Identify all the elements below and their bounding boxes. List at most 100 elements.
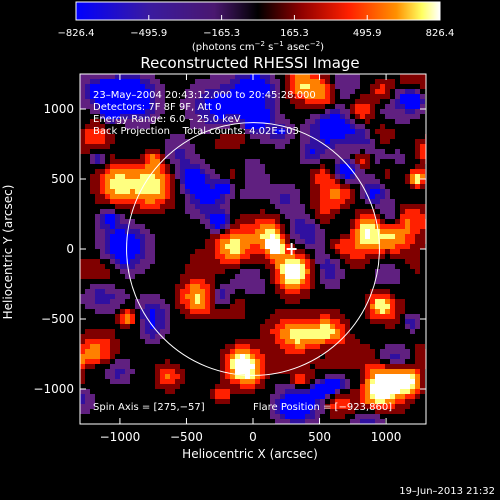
heatmap-cell	[80, 319, 85, 324]
heatmap-cell	[400, 224, 405, 229]
heatmap-cell	[220, 284, 225, 289]
heatmap-cell	[350, 109, 355, 114]
heatmap-cell	[180, 339, 185, 344]
heatmap-cell	[200, 194, 205, 199]
heatmap-cell	[355, 99, 360, 104]
heatmap-cell	[95, 104, 100, 109]
heatmap-cell	[100, 319, 105, 324]
heatmap-cell	[205, 279, 210, 284]
heatmap-cell	[245, 229, 250, 234]
heatmap-cell	[105, 289, 110, 294]
heatmap-cell	[220, 74, 225, 79]
heatmap-cell	[160, 259, 165, 264]
heatmap-cell	[235, 239, 240, 244]
heatmap-cell	[155, 254, 160, 259]
heatmap-cell	[405, 304, 410, 309]
heatmap-cell	[185, 334, 190, 339]
heatmap-cell	[410, 359, 415, 364]
heatmap-cell	[275, 114, 280, 119]
heatmap-cell	[280, 149, 285, 154]
heatmap-cell	[160, 189, 165, 194]
heatmap-cell	[310, 239, 315, 244]
heatmap-cell	[400, 184, 405, 189]
heatmap-cell	[415, 394, 420, 399]
heatmap-cell	[295, 384, 300, 389]
heatmap-cell	[405, 239, 410, 244]
heatmap-cell	[250, 124, 255, 129]
heatmap-cell	[400, 144, 405, 149]
heatmap-cell	[310, 319, 315, 324]
heatmap-cell	[150, 269, 155, 274]
heatmap-cell	[270, 169, 275, 174]
heatmap-cell	[270, 384, 275, 389]
heatmap-cell	[240, 154, 245, 159]
heatmap-cell	[300, 249, 305, 254]
heatmap-cell	[390, 79, 395, 84]
heatmap-cell	[295, 219, 300, 224]
heatmap-cell	[315, 284, 320, 289]
heatmap-cell	[420, 329, 425, 334]
heatmap-cell	[395, 289, 400, 294]
heatmap-cell	[410, 379, 415, 384]
heatmap-cell	[370, 244, 375, 249]
heatmap-cell	[190, 219, 195, 224]
heatmap-cell	[420, 234, 425, 239]
heatmap-cell	[335, 369, 340, 374]
heatmap-cell	[385, 314, 390, 319]
heatmap-cell	[80, 254, 85, 259]
heatmap-cell	[330, 104, 335, 109]
heatmap-cell	[225, 314, 230, 319]
heatmap-cell	[180, 374, 185, 379]
heatmap-cell	[280, 159, 285, 164]
heatmap-cell	[300, 334, 305, 339]
heatmap-cell	[85, 294, 90, 299]
heatmap-cell	[85, 304, 90, 309]
heatmap-cell	[420, 264, 425, 269]
heatmap-cell	[225, 379, 230, 384]
heatmap-cell	[140, 314, 145, 319]
heatmap-cell	[280, 404, 285, 409]
heatmap-cell	[90, 419, 95, 424]
heatmap-cell	[380, 409, 385, 414]
heatmap-cell	[375, 119, 380, 124]
heatmap-cell	[325, 159, 330, 164]
heatmap-cell	[230, 364, 235, 369]
heatmap-cell	[265, 369, 270, 374]
heatmap-cell	[165, 264, 170, 269]
heatmap-cell	[180, 259, 185, 264]
heatmap-cell	[305, 79, 310, 84]
heatmap-cell	[190, 319, 195, 324]
heatmap-cell	[380, 304, 385, 309]
heatmap-cell	[270, 419, 275, 424]
heatmap-cell	[335, 234, 340, 239]
heatmap-cell	[130, 179, 135, 184]
heatmap-cell	[255, 399, 260, 404]
heatmap-cell	[380, 129, 385, 134]
heatmap-cell	[200, 134, 205, 139]
heatmap-cell	[205, 134, 210, 139]
heatmap-cell	[330, 389, 335, 394]
heatmap-cell	[220, 214, 225, 219]
heatmap-cell	[270, 159, 275, 164]
heatmap-cell	[130, 364, 135, 369]
heatmap-cell	[100, 409, 105, 414]
heatmap-cell	[210, 319, 215, 324]
heatmap-cell	[205, 404, 210, 409]
heatmap-cell	[350, 224, 355, 229]
heatmap-cell	[230, 309, 235, 314]
heatmap-cell	[375, 414, 380, 419]
heatmap-cell	[295, 409, 300, 414]
heatmap-cell	[175, 364, 180, 369]
heatmap-cell	[285, 269, 290, 274]
heatmap-cell	[130, 149, 135, 154]
heatmap-cell	[190, 414, 195, 419]
heatmap-cell	[165, 189, 170, 194]
heatmap-cell	[135, 239, 140, 244]
heatmap-cell	[420, 89, 425, 94]
heatmap-cell	[150, 174, 155, 179]
heatmap-cell	[190, 184, 195, 189]
heatmap-cell	[215, 249, 220, 254]
heatmap-cell	[115, 249, 120, 254]
heatmap-cell	[110, 339, 115, 344]
heatmap-cell	[330, 349, 335, 354]
